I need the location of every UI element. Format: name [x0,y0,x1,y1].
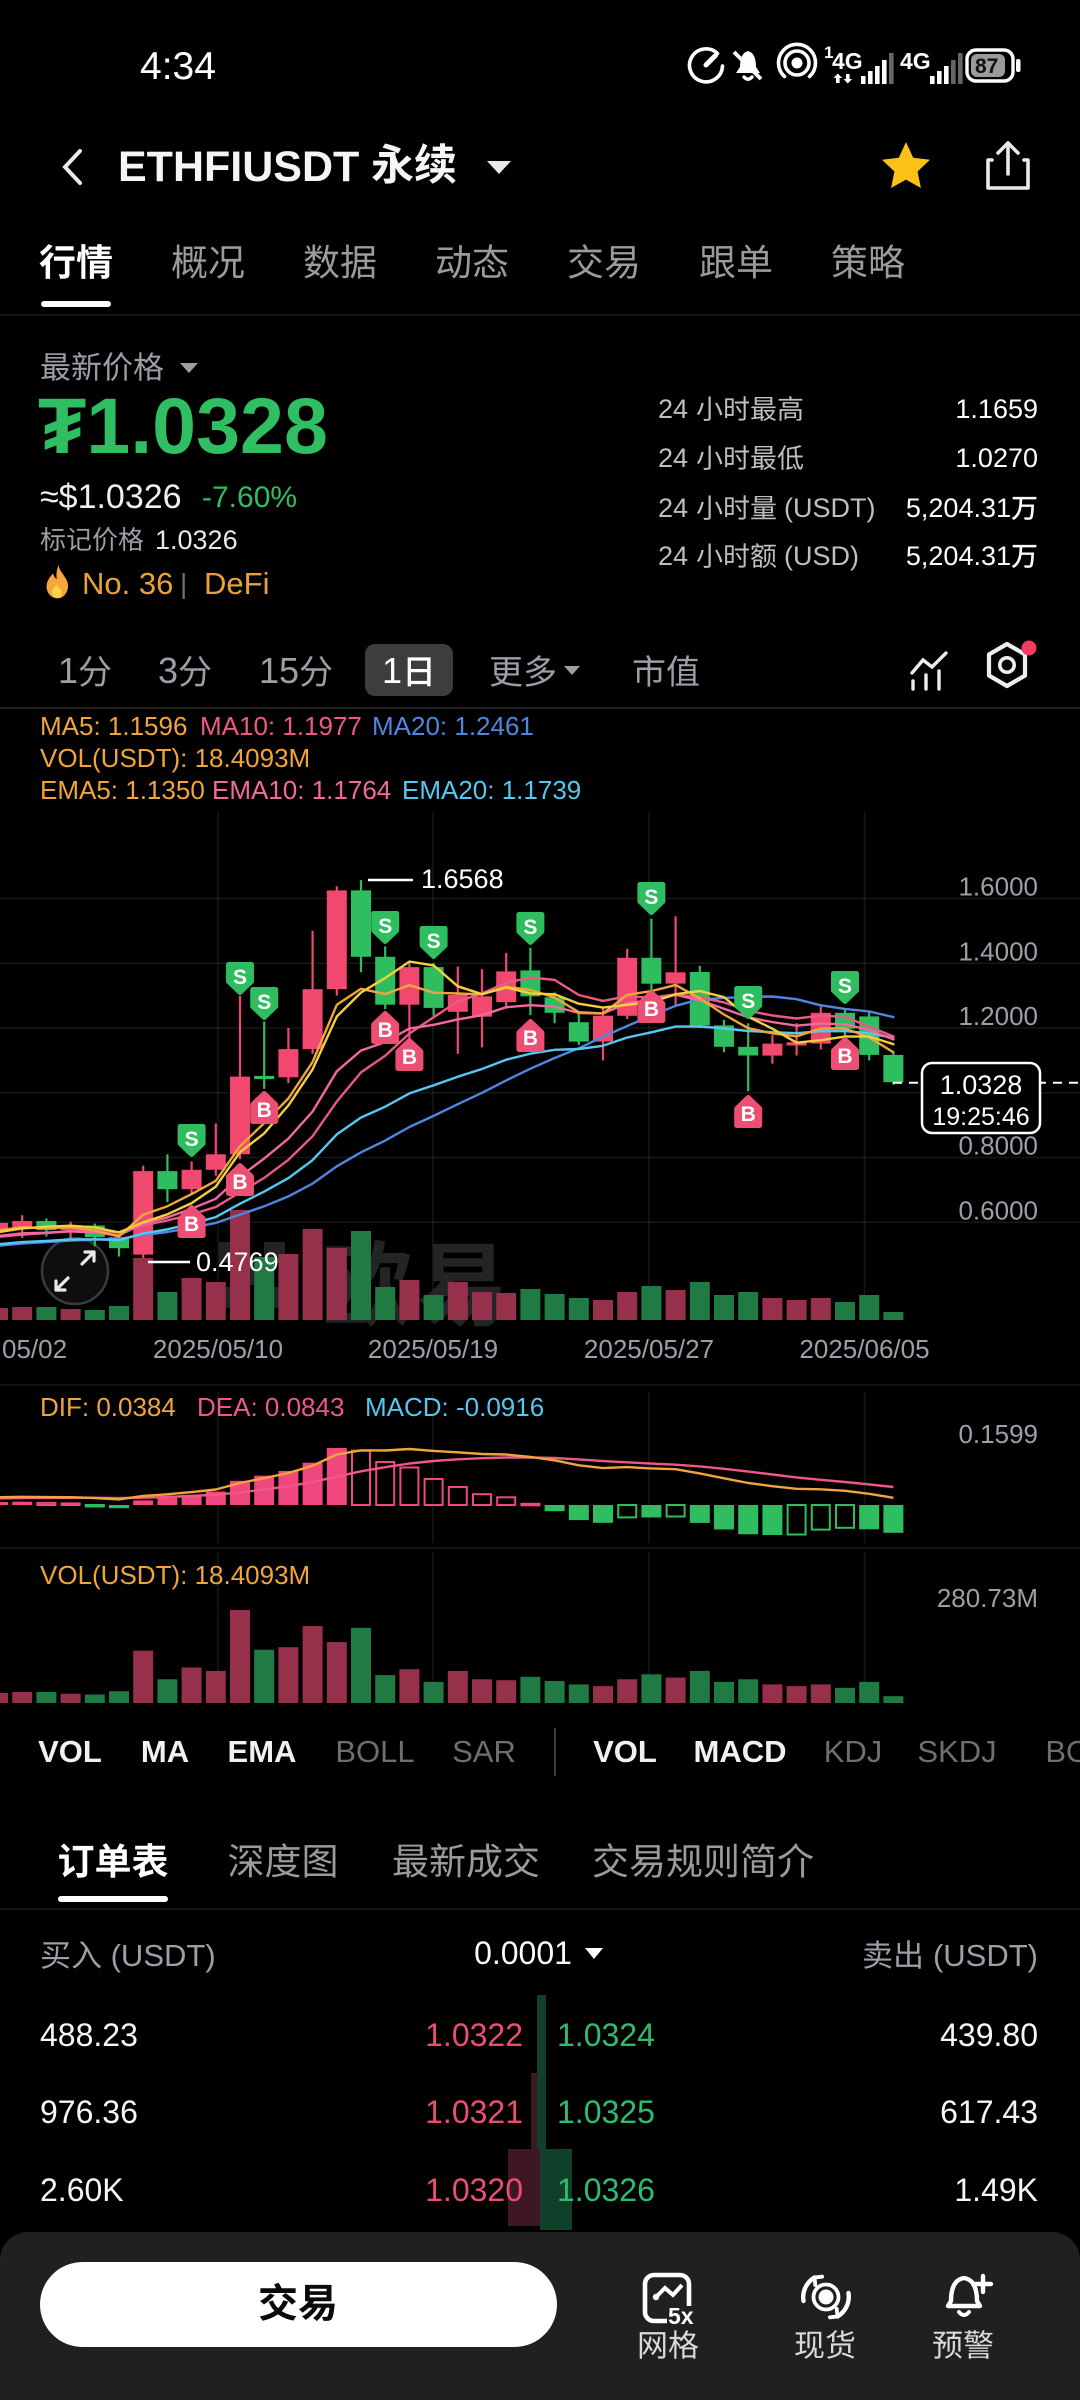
svg-text:4G: 4G [900,48,931,74]
svg-text:0.8000: 0.8000 [958,1131,1038,1161]
svg-text:VOL(USDT): 18.4093M: VOL(USDT): 18.4093M [40,1560,310,1590]
svg-text:1: 1 [824,43,833,62]
svg-text:B: B [837,1045,852,1068]
svg-text:2025/06/05: 2025/06/05 [799,1334,929,1364]
svg-text:B: B [741,1103,756,1126]
svg-text:S: S [523,916,537,939]
svg-text:87: 87 [975,55,998,78]
svg-text:0.6000: 0.6000 [958,1195,1038,1225]
svg-text:1.6568: 1.6568 [421,864,504,894]
svg-text:4G: 4G [832,48,863,74]
svg-text:B: B [232,1171,247,1194]
svg-text:0.1599: 0.1599 [958,1419,1038,1449]
svg-text:1.4000: 1.4000 [958,936,1038,966]
svg-text:05/02: 05/02 [2,1334,67,1364]
svg-text:DEA: 0.0843: DEA: 0.0843 [197,1392,344,1422]
svg-text:2025/05/10: 2025/05/10 [153,1334,283,1364]
svg-text:S: S [838,975,852,998]
svg-text:280.73M: 280.73M [937,1583,1038,1613]
svg-text:1.2000: 1.2000 [958,1001,1038,1031]
svg-text:S: S [644,886,658,909]
svg-text:19:25:46: 19:25:46 [932,1103,1029,1131]
svg-text:B: B [644,998,659,1021]
svg-text:B: B [378,1019,393,1042]
svg-text:1.0328: 1.0328 [940,1070,1023,1100]
svg-text:2025/05/27: 2025/05/27 [584,1334,714,1364]
svg-text:2025/05/19: 2025/05/19 [368,1334,498,1364]
svg-text:S: S [741,990,755,1013]
svg-text:S: S [427,930,441,953]
svg-text:MACD: -0.0916: MACD: -0.0916 [365,1392,544,1422]
svg-text:0.4769: 0.4769 [196,1247,279,1277]
svg-text:B: B [523,1027,538,1050]
svg-text:S: S [185,1128,199,1151]
svg-text:S: S [378,915,392,938]
svg-text:B: B [184,1213,199,1236]
svg-text:B: B [402,1046,417,1069]
svg-text:DIF: 0.0384: DIF: 0.0384 [40,1392,176,1422]
svg-text:B: B [257,1099,272,1122]
svg-text:S: S [233,966,247,989]
svg-text:5x: 5x [668,2303,694,2327]
svg-text:S: S [257,991,271,1014]
svg-text:1.6000: 1.6000 [958,872,1038,902]
